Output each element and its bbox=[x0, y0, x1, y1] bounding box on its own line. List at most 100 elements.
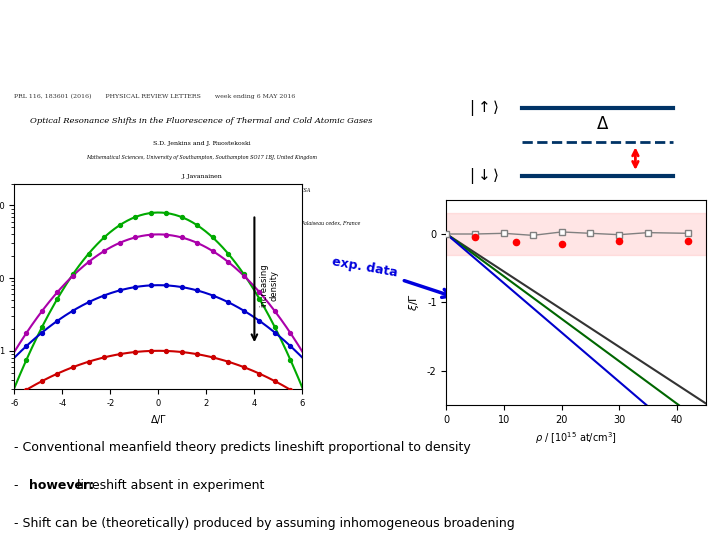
Point bbox=[99, 247, 110, 255]
Point bbox=[114, 286, 125, 295]
Text: J. Javanainen: J. Javanainen bbox=[181, 173, 222, 179]
Point bbox=[556, 240, 567, 248]
X-axis label: $\rho$ / [10$^{15}$ at/cm$^3$]: $\rho$ / [10$^{15}$ at/cm$^3$] bbox=[535, 430, 617, 446]
Text: Light scattering off dense atomic gases: Light scattering off dense atomic gases bbox=[14, 14, 720, 57]
Point bbox=[21, 386, 32, 394]
Point bbox=[52, 288, 63, 296]
Point bbox=[269, 328, 281, 337]
Text: Optical Resonance Shifts in the Fluorescence of Thermal and Cold Atomic Gases: Optical Resonance Shifts in the Fluoresc… bbox=[30, 117, 373, 125]
Point bbox=[238, 363, 250, 372]
Point bbox=[253, 288, 265, 296]
Point bbox=[207, 353, 218, 362]
Point bbox=[207, 233, 218, 242]
Point bbox=[67, 363, 78, 372]
Point bbox=[83, 357, 94, 366]
Point bbox=[36, 377, 48, 386]
Point bbox=[145, 347, 156, 355]
Text: PRL 116, 183601 (2016)       PHYSICAL REVIEW LETTERS       week ending 6 MAY 201: PRL 116, 183601 (2016) PHYSICAL REVIEW L… bbox=[14, 94, 296, 99]
Point bbox=[269, 377, 281, 386]
Point bbox=[161, 208, 172, 217]
Point bbox=[145, 208, 156, 217]
Point bbox=[284, 329, 296, 338]
Text: $|\downarrow\rangle$: $|\downarrow\rangle$ bbox=[469, 165, 500, 186]
Text: Department of Physics, University of Connecticut, Storrs, Connecticut 06269-3046: Department of Physics, University of Con… bbox=[92, 187, 311, 193]
Point bbox=[52, 316, 63, 325]
Point bbox=[114, 221, 125, 230]
Point bbox=[192, 286, 203, 295]
Y-axis label: $\xi/\Gamma$: $\xi/\Gamma$ bbox=[408, 293, 421, 312]
Point bbox=[21, 355, 32, 364]
Point bbox=[130, 213, 141, 221]
Point bbox=[114, 350, 125, 359]
Point bbox=[36, 328, 48, 337]
Point bbox=[238, 270, 250, 279]
Point bbox=[222, 258, 234, 266]
Point bbox=[161, 347, 172, 355]
Point bbox=[253, 316, 265, 325]
Point bbox=[192, 239, 203, 247]
Point bbox=[269, 307, 281, 315]
Point bbox=[67, 272, 78, 280]
Point bbox=[269, 323, 281, 332]
Point bbox=[176, 233, 187, 242]
X-axis label: $\Delta / \Gamma$: $\Delta / \Gamma$ bbox=[150, 413, 167, 426]
Point bbox=[161, 281, 172, 290]
Point bbox=[207, 247, 218, 255]
Point bbox=[21, 329, 32, 338]
Point bbox=[238, 306, 250, 315]
Point bbox=[510, 238, 521, 247]
Point bbox=[36, 323, 48, 332]
Point bbox=[222, 249, 234, 258]
Point bbox=[284, 342, 296, 350]
Point bbox=[83, 258, 94, 266]
Text: lineshift absent in experiment: lineshift absent in experiment bbox=[73, 479, 264, 492]
Point bbox=[114, 239, 125, 247]
Point bbox=[99, 233, 110, 242]
Text: however:: however: bbox=[29, 479, 94, 492]
Point bbox=[130, 283, 141, 292]
Point bbox=[253, 369, 265, 378]
Text: (Received 2 February 2016; published 2 May 2016): (Received 2 February 2016; published 2 M… bbox=[138, 239, 265, 245]
Point bbox=[253, 294, 265, 303]
Point bbox=[67, 270, 78, 279]
Point bbox=[99, 353, 110, 362]
Text: S.D. Jenkins and J. Ruostekoski: S.D. Jenkins and J. Ruostekoski bbox=[153, 140, 251, 146]
Point bbox=[469, 233, 481, 242]
Point bbox=[683, 237, 694, 245]
Point bbox=[192, 221, 203, 230]
Point bbox=[67, 306, 78, 315]
Point bbox=[238, 272, 250, 280]
Point bbox=[36, 307, 48, 315]
Text: Laboratoire Charles Fabry, Institut d'Optique, CNRS, Univ Paris Sud, 2 Avenue Au: Laboratoire Charles Fabry, Institut d'Op… bbox=[43, 220, 360, 226]
Point bbox=[83, 298, 94, 307]
Point bbox=[192, 350, 203, 359]
Text: increasing
density: increasing density bbox=[259, 264, 279, 307]
Text: -: - bbox=[14, 479, 23, 492]
Text: $|\uparrow\rangle$: $|\uparrow\rangle$ bbox=[469, 98, 500, 118]
Point bbox=[176, 348, 187, 356]
Text: - Shift can be (theoretically) produced by assuming inhomogeneous broadening: - Shift can be (theoretically) produced … bbox=[14, 516, 515, 530]
Point bbox=[21, 342, 32, 350]
Point bbox=[99, 291, 110, 300]
Point bbox=[207, 291, 218, 300]
Point bbox=[613, 237, 625, 245]
Point bbox=[284, 386, 296, 394]
Point bbox=[222, 298, 234, 307]
Text: Mathematical Sciences, University of Southampton, Southampton SO17 1BJ, United K: Mathematical Sciences, University of Sou… bbox=[86, 155, 317, 160]
Point bbox=[161, 231, 172, 239]
Text: Position of atomic resonance line: Position of atomic resonance line bbox=[22, 244, 255, 257]
Point bbox=[222, 357, 234, 366]
Point bbox=[52, 369, 63, 378]
Point bbox=[145, 231, 156, 239]
Text: $\Delta$: $\Delta$ bbox=[596, 115, 609, 133]
Text: R. Bourgain, S. Jennewein, Y.R.P. Sortais, and A. Browaeys: R. Bourgain, S. Jennewein, Y.R.P. Sortai… bbox=[109, 206, 294, 212]
Point bbox=[130, 348, 141, 356]
Point bbox=[284, 355, 296, 364]
Point bbox=[130, 233, 141, 242]
Point bbox=[145, 281, 156, 290]
Text: exp. data: exp. data bbox=[331, 255, 451, 298]
Bar bbox=[446, 213, 706, 254]
Point bbox=[176, 283, 187, 292]
Point bbox=[83, 249, 94, 258]
Point bbox=[176, 213, 187, 221]
